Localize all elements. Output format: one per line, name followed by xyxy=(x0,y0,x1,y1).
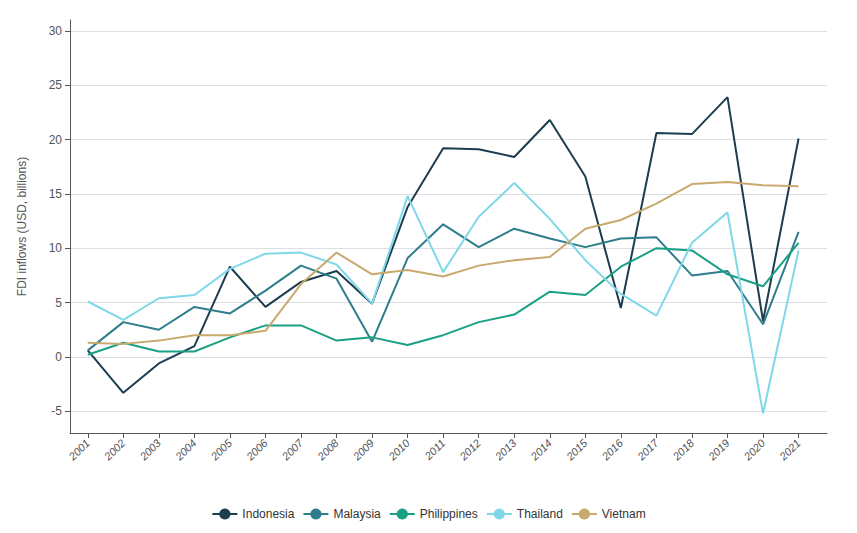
svg-text:2019: 2019 xyxy=(705,437,731,463)
svg-text:Vietnam: Vietnam xyxy=(602,507,646,521)
svg-text:5: 5 xyxy=(55,296,62,310)
svg-text:10: 10 xyxy=(49,241,63,255)
svg-text:2006: 2006 xyxy=(243,436,270,463)
svg-text:2015: 2015 xyxy=(563,436,590,463)
svg-text:Philippines: Philippines xyxy=(420,507,478,521)
svg-text:2004: 2004 xyxy=(172,437,198,463)
svg-text:25: 25 xyxy=(49,78,63,92)
svg-text:2003: 2003 xyxy=(137,436,164,463)
svg-text:2011: 2011 xyxy=(422,437,448,463)
svg-text:2001: 2001 xyxy=(66,437,92,463)
svg-text:15: 15 xyxy=(49,187,63,201)
svg-text:Thailand: Thailand xyxy=(517,507,563,521)
svg-text:FDI inflows (USD, billions): FDI inflows (USD, billions) xyxy=(15,157,29,296)
svg-text:20: 20 xyxy=(49,133,63,147)
svg-text:Indonesia: Indonesia xyxy=(242,507,294,521)
svg-text:2010: 2010 xyxy=(385,436,412,463)
svg-text:2014: 2014 xyxy=(528,437,554,463)
svg-text:2008: 2008 xyxy=(314,436,341,463)
svg-text:2016: 2016 xyxy=(599,436,626,463)
svg-text:2018: 2018 xyxy=(670,436,697,463)
svg-text:2013: 2013 xyxy=(492,436,519,463)
svg-text:2017: 2017 xyxy=(634,436,661,463)
svg-text:2012: 2012 xyxy=(456,437,482,463)
svg-text:2007: 2007 xyxy=(279,436,306,463)
svg-text:2021: 2021 xyxy=(776,437,802,463)
svg-text:0: 0 xyxy=(55,350,62,364)
svg-text:2020: 2020 xyxy=(741,436,768,463)
svg-text:30: 30 xyxy=(49,24,63,38)
svg-text:Malaysia: Malaysia xyxy=(333,507,381,521)
svg-text:-5: -5 xyxy=(51,404,62,418)
svg-text:2009: 2009 xyxy=(350,437,376,463)
svg-text:2002: 2002 xyxy=(101,437,127,463)
svg-text:2005: 2005 xyxy=(208,436,235,463)
